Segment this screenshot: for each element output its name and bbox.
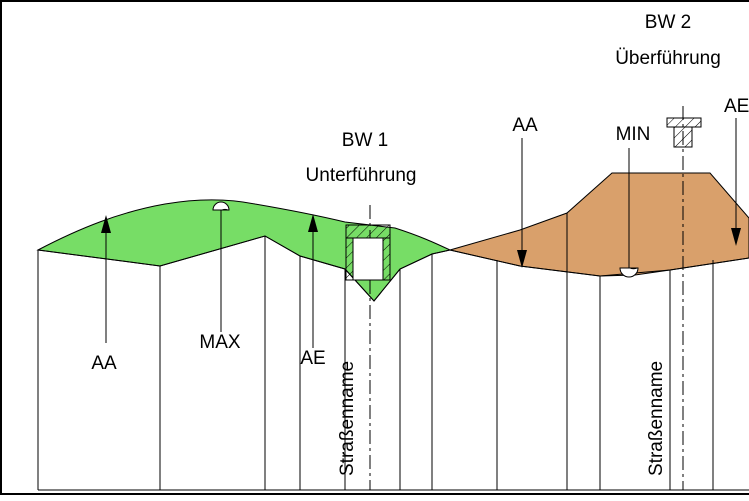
max-label: MAX <box>199 332 241 353</box>
aa-right-label: AA <box>512 115 538 136</box>
aa-left-label: AA <box>91 353 117 374</box>
ae-left-label: AE <box>300 348 325 369</box>
bw2-road-label: Straßenname <box>646 361 667 476</box>
bw1-structure <box>345 224 391 281</box>
ae-right-arrow-icon <box>731 118 741 246</box>
bw2-structure <box>666 117 702 148</box>
bw1-id-label: BW 1 <box>342 130 388 151</box>
ae-right-label: AE <box>724 96 749 117</box>
min-marker-icon <box>619 267 639 278</box>
max-marker-icon <box>212 201 230 211</box>
min-label: MIN <box>616 124 651 145</box>
ae-left-arrow-icon <box>308 214 318 348</box>
bw1-type-label: Unterführung <box>306 165 417 186</box>
station-lines <box>37 213 714 490</box>
bw1-road-label: Straßenname <box>337 361 358 476</box>
aa-left-arrow-icon <box>101 215 111 343</box>
aa-right-arrow-icon <box>517 138 527 268</box>
bw2-id-label: BW 2 <box>645 12 691 33</box>
bw2-type-label: Überführung <box>615 48 721 69</box>
